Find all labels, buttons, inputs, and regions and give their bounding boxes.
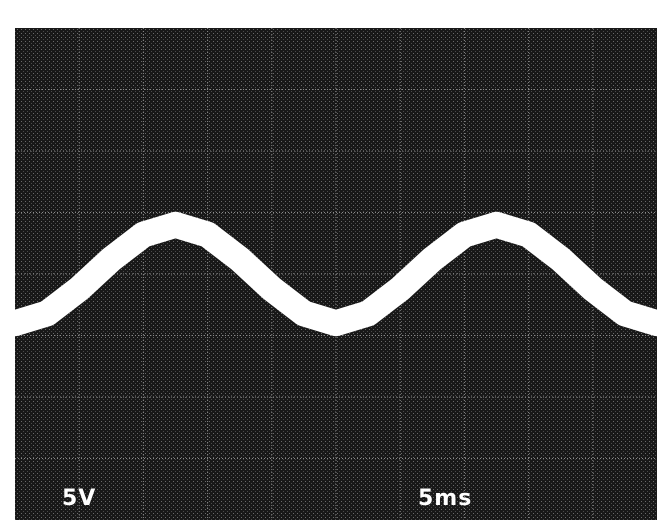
vertical-scale-label: 5V bbox=[62, 486, 96, 511]
trace-line bbox=[2, 211, 657, 337]
horizontal-scale-label: 5ms bbox=[418, 486, 472, 511]
